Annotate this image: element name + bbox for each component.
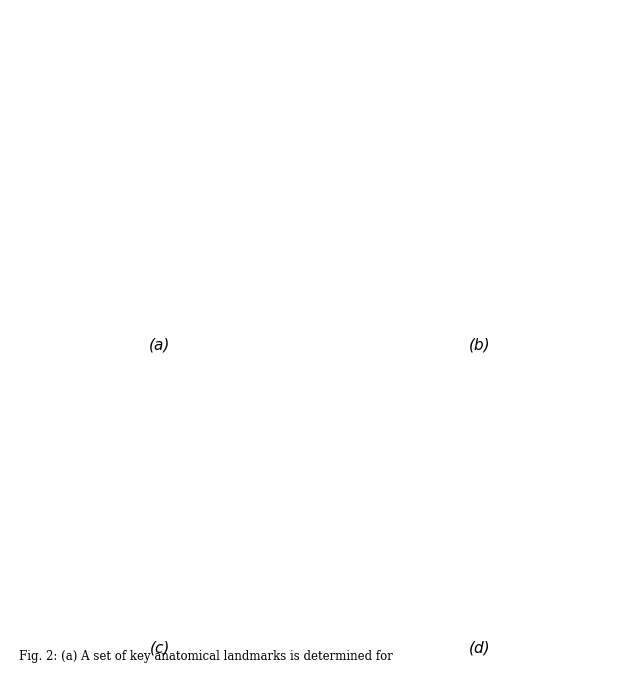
Text: Fig. 2: (a) A set of key anatomical landmarks is determined for: Fig. 2: (a) A set of key anatomical land… (19, 650, 393, 663)
Text: (d): (d) (469, 641, 491, 656)
Text: (c): (c) (150, 641, 170, 656)
Text: (a): (a) (149, 338, 171, 353)
Text: (b): (b) (469, 338, 491, 353)
